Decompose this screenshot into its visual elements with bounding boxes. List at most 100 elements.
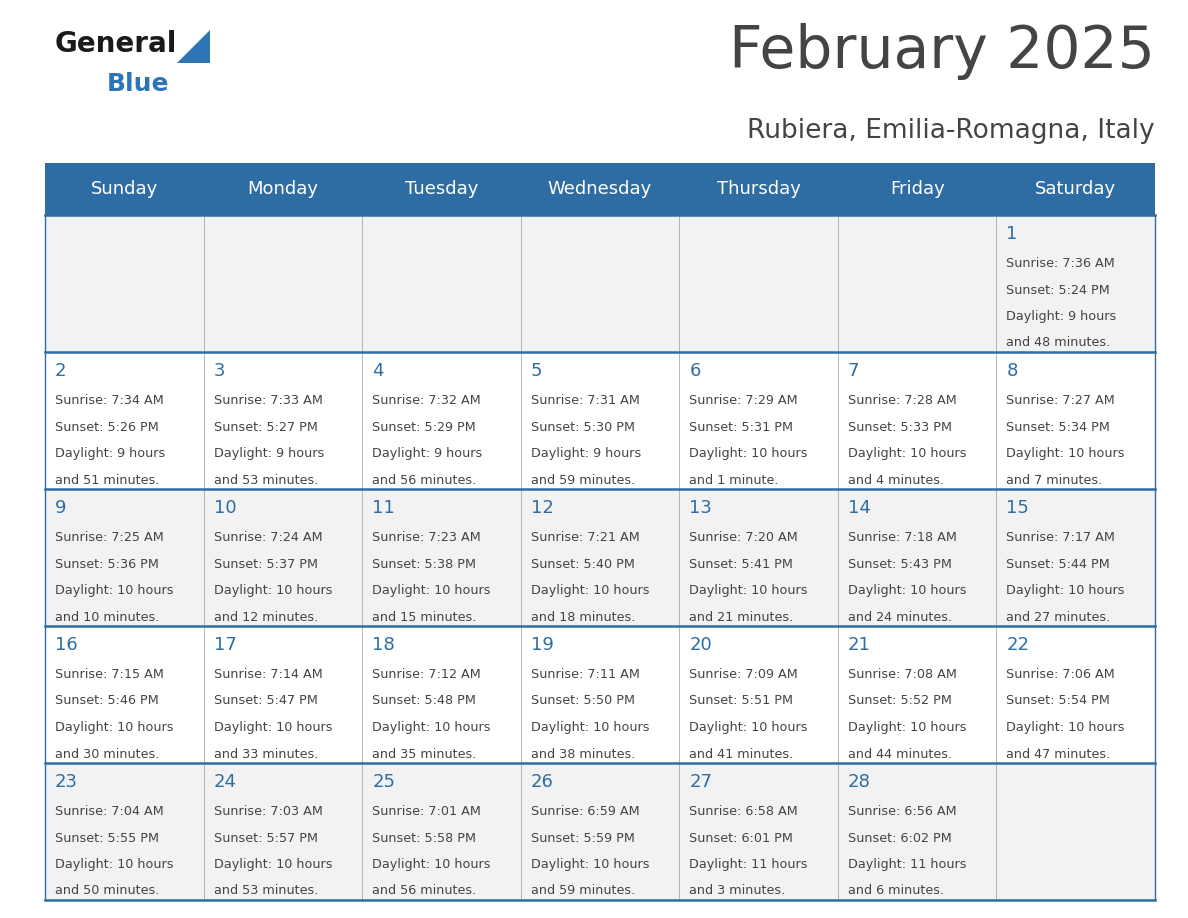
Text: 16: 16 <box>55 636 77 654</box>
Text: 21: 21 <box>848 636 871 654</box>
Text: 25: 25 <box>372 773 396 791</box>
Text: Sunrise: 7:20 AM: Sunrise: 7:20 AM <box>689 531 798 544</box>
Text: and 44 minutes.: and 44 minutes. <box>848 747 952 760</box>
Text: Sunset: 5:30 PM: Sunset: 5:30 PM <box>531 420 634 433</box>
Text: Daylight: 10 hours: Daylight: 10 hours <box>55 584 173 597</box>
Text: Sunrise: 7:14 AM: Sunrise: 7:14 AM <box>214 668 322 681</box>
Text: Sunrise: 7:23 AM: Sunrise: 7:23 AM <box>372 531 481 544</box>
Text: Daylight: 10 hours: Daylight: 10 hours <box>689 447 808 460</box>
Text: and 6 minutes.: and 6 minutes. <box>848 885 944 898</box>
Text: and 53 minutes.: and 53 minutes. <box>214 474 318 487</box>
Text: Wednesday: Wednesday <box>548 180 652 198</box>
Text: and 59 minutes.: and 59 minutes. <box>531 885 634 898</box>
Text: 17: 17 <box>214 636 236 654</box>
Text: 18: 18 <box>372 636 394 654</box>
Text: Thursday: Thursday <box>716 180 801 198</box>
Text: 19: 19 <box>531 636 554 654</box>
Text: and 41 minutes.: and 41 minutes. <box>689 747 794 760</box>
Text: and 50 minutes.: and 50 minutes. <box>55 885 159 898</box>
Text: 7: 7 <box>848 362 859 380</box>
Text: 28: 28 <box>848 773 871 791</box>
Text: Sunday: Sunday <box>90 180 158 198</box>
Text: Daylight: 10 hours: Daylight: 10 hours <box>689 721 808 734</box>
Text: and 7 minutes.: and 7 minutes. <box>1006 474 1102 487</box>
Text: Sunset: 5:26 PM: Sunset: 5:26 PM <box>55 420 159 433</box>
Text: Daylight: 10 hours: Daylight: 10 hours <box>55 721 173 734</box>
Text: 13: 13 <box>689 499 712 517</box>
Text: 2: 2 <box>55 362 67 380</box>
Text: and 15 minutes.: and 15 minutes. <box>372 610 476 623</box>
Text: 20: 20 <box>689 636 712 654</box>
Text: Daylight: 10 hours: Daylight: 10 hours <box>214 721 333 734</box>
Text: 23: 23 <box>55 773 78 791</box>
Text: Rubiera, Emilia-Romagna, Italy: Rubiera, Emilia-Romagna, Italy <box>747 118 1155 144</box>
Text: and 35 minutes.: and 35 minutes. <box>372 747 476 760</box>
Text: Daylight: 10 hours: Daylight: 10 hours <box>214 858 333 871</box>
Text: Daylight: 10 hours: Daylight: 10 hours <box>531 858 649 871</box>
Text: Sunset: 5:46 PM: Sunset: 5:46 PM <box>55 695 159 708</box>
Text: February 2025: February 2025 <box>729 23 1155 80</box>
Text: Sunrise: 7:25 AM: Sunrise: 7:25 AM <box>55 531 164 544</box>
Text: and 59 minutes.: and 59 minutes. <box>531 474 634 487</box>
Text: Sunrise: 7:31 AM: Sunrise: 7:31 AM <box>531 394 639 407</box>
Text: Sunrise: 6:56 AM: Sunrise: 6:56 AM <box>848 805 956 818</box>
Text: Sunrise: 7:27 AM: Sunrise: 7:27 AM <box>1006 394 1116 407</box>
Text: Daylight: 10 hours: Daylight: 10 hours <box>1006 584 1125 597</box>
Text: Sunrise: 7:15 AM: Sunrise: 7:15 AM <box>55 668 164 681</box>
Text: Sunrise: 7:12 AM: Sunrise: 7:12 AM <box>372 668 481 681</box>
Text: Sunset: 5:33 PM: Sunset: 5:33 PM <box>848 420 952 433</box>
Text: Saturday: Saturday <box>1035 180 1117 198</box>
Text: Sunrise: 7:01 AM: Sunrise: 7:01 AM <box>372 805 481 818</box>
Text: Friday: Friday <box>890 180 944 198</box>
Text: Daylight: 10 hours: Daylight: 10 hours <box>848 721 966 734</box>
Bar <box>45 626 1155 763</box>
Text: Daylight: 11 hours: Daylight: 11 hours <box>689 858 808 871</box>
Text: Sunrise: 7:34 AM: Sunrise: 7:34 AM <box>55 394 164 407</box>
Text: Sunset: 5:51 PM: Sunset: 5:51 PM <box>689 695 794 708</box>
Text: Tuesday: Tuesday <box>405 180 478 198</box>
Text: Sunset: 5:24 PM: Sunset: 5:24 PM <box>1006 284 1110 297</box>
Text: Sunset: 5:57 PM: Sunset: 5:57 PM <box>214 832 317 845</box>
Text: Sunrise: 7:36 AM: Sunrise: 7:36 AM <box>1006 257 1116 270</box>
Text: 5: 5 <box>531 362 542 380</box>
Text: Sunset: 5:52 PM: Sunset: 5:52 PM <box>848 695 952 708</box>
Text: Daylight: 10 hours: Daylight: 10 hours <box>1006 721 1125 734</box>
Text: 12: 12 <box>531 499 554 517</box>
Text: and 30 minutes.: and 30 minutes. <box>55 747 159 760</box>
Text: 8: 8 <box>1006 362 1018 380</box>
Text: Sunrise: 7:11 AM: Sunrise: 7:11 AM <box>531 668 639 681</box>
Text: Sunrise: 6:59 AM: Sunrise: 6:59 AM <box>531 805 639 818</box>
Text: Daylight: 10 hours: Daylight: 10 hours <box>848 447 966 460</box>
Text: Daylight: 10 hours: Daylight: 10 hours <box>531 721 649 734</box>
Text: Daylight: 10 hours: Daylight: 10 hours <box>1006 447 1125 460</box>
Text: Sunset: 5:37 PM: Sunset: 5:37 PM <box>214 557 317 570</box>
Text: Blue: Blue <box>107 72 170 96</box>
Text: 27: 27 <box>689 773 713 791</box>
Text: Sunset: 5:38 PM: Sunset: 5:38 PM <box>372 557 476 570</box>
Text: Daylight: 10 hours: Daylight: 10 hours <box>55 858 173 871</box>
Bar <box>45 215 1155 352</box>
Text: Sunrise: 7:33 AM: Sunrise: 7:33 AM <box>214 394 322 407</box>
Text: Sunset: 5:55 PM: Sunset: 5:55 PM <box>55 832 159 845</box>
Text: 10: 10 <box>214 499 236 517</box>
Text: Daylight: 11 hours: Daylight: 11 hours <box>848 858 966 871</box>
Text: Sunset: 5:43 PM: Sunset: 5:43 PM <box>848 557 952 570</box>
Text: Daylight: 9 hours: Daylight: 9 hours <box>214 447 324 460</box>
Text: Daylight: 10 hours: Daylight: 10 hours <box>214 584 333 597</box>
Text: Sunset: 5:58 PM: Sunset: 5:58 PM <box>372 832 476 845</box>
Text: Sunrise: 7:28 AM: Sunrise: 7:28 AM <box>848 394 956 407</box>
Text: Sunrise: 7:29 AM: Sunrise: 7:29 AM <box>689 394 798 407</box>
Text: 14: 14 <box>848 499 871 517</box>
Text: Sunrise: 7:18 AM: Sunrise: 7:18 AM <box>848 531 956 544</box>
Text: Sunset: 5:47 PM: Sunset: 5:47 PM <box>214 695 317 708</box>
Text: Sunset: 5:29 PM: Sunset: 5:29 PM <box>372 420 476 433</box>
Text: 4: 4 <box>372 362 384 380</box>
Text: Sunset: 5:54 PM: Sunset: 5:54 PM <box>1006 695 1111 708</box>
Text: and 53 minutes.: and 53 minutes. <box>214 885 318 898</box>
Text: Sunrise: 7:17 AM: Sunrise: 7:17 AM <box>1006 531 1116 544</box>
Text: Sunset: 5:27 PM: Sunset: 5:27 PM <box>214 420 317 433</box>
Text: Sunrise: 7:32 AM: Sunrise: 7:32 AM <box>372 394 481 407</box>
Text: General: General <box>55 30 177 58</box>
Text: Sunset: 5:50 PM: Sunset: 5:50 PM <box>531 695 634 708</box>
Text: and 18 minutes.: and 18 minutes. <box>531 610 636 623</box>
